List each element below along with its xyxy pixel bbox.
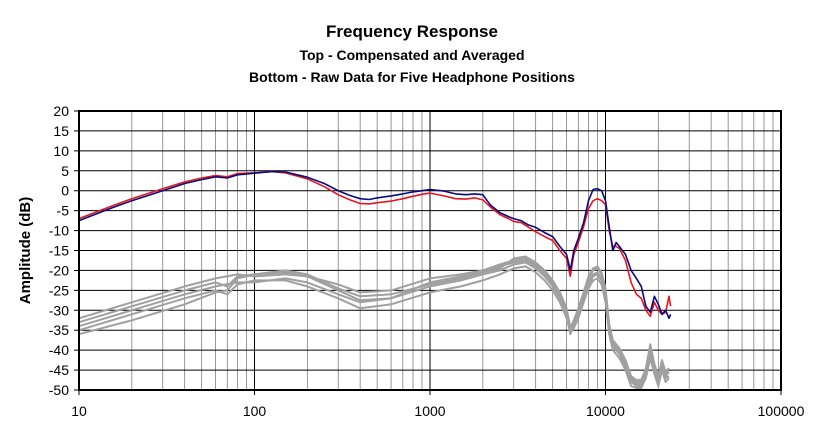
series-line-blue-0 <box>78 170 672 320</box>
x-tick-label: 10 <box>71 403 87 419</box>
y-tick-label: 0 <box>61 183 69 199</box>
y-tick-label: 15 <box>53 123 69 139</box>
x-tick-label: 1000 <box>414 403 445 419</box>
y-tick-label: 10 <box>53 143 69 159</box>
series-line-gray-2 <box>78 257 670 383</box>
y-tick-label: -5 <box>57 203 70 219</box>
chart-subtitle-top: Top - Compensated and Averaged <box>299 47 525 63</box>
y-tick-label: -20 <box>49 262 69 278</box>
series-line-gray-3 <box>78 261 670 387</box>
chart-title: Frequency Response <box>326 22 498 41</box>
y-tick-label: -15 <box>49 243 69 259</box>
y-tick-label: -10 <box>49 223 69 239</box>
grid-lines <box>79 111 781 390</box>
y-tick-label: -25 <box>49 282 69 298</box>
plot-frame <box>78 110 782 391</box>
series-line-gray-6 <box>78 255 670 381</box>
chart-subtitle-bottom: Bottom - Raw Data for Five Headphone Pos… <box>249 69 575 85</box>
y-tick-label: -45 <box>49 362 69 378</box>
series-lines <box>78 170 672 389</box>
x-axis-ticks: 10 100 1000 10000 100000 <box>71 390 805 419</box>
x-tick-label: 10000 <box>586 403 625 419</box>
y-tick-label: -50 <box>49 382 69 398</box>
y-tick-label: -30 <box>49 302 69 318</box>
y-axis-label: Amplitude (dB) <box>17 197 34 304</box>
y-axis-ticks: 20 15 10 5 0 -5 -10 -15 -20 -25 -30 -35 -40 -45 -50 <box>49 103 79 398</box>
y-tick-label: 20 <box>53 103 69 119</box>
x-tick-label: 100000 <box>758 403 805 419</box>
y-tick-label: 5 <box>61 163 69 179</box>
y-tick-label: -40 <box>49 342 69 358</box>
x-tick-label: 100 <box>243 403 267 419</box>
y-tick-label: -35 <box>49 322 69 338</box>
series-line-gray-4 <box>78 265 670 389</box>
series-line-gray-5 <box>78 259 670 385</box>
